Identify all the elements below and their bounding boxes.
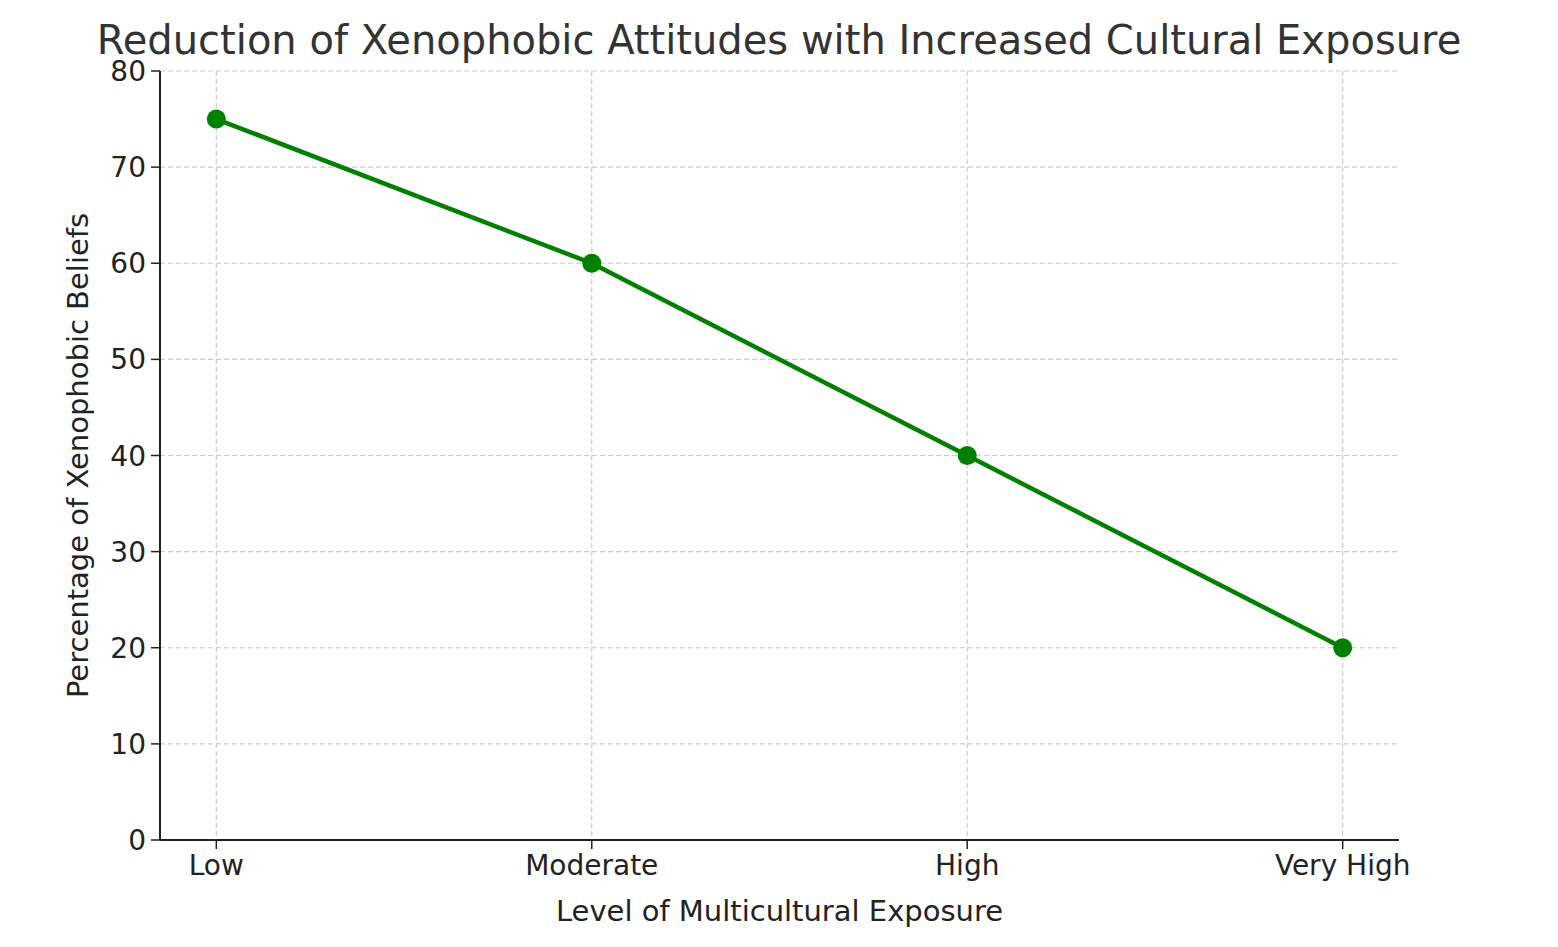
- y-tick-label: 40: [110, 440, 146, 473]
- x-grid-line: [591, 71, 592, 840]
- x-axis-label: Level of Multicultural Exposure: [556, 894, 1003, 928]
- y-grid-line: [160, 743, 1399, 744]
- y-tick: [151, 263, 160, 265]
- y-grid-line: [160, 839, 1399, 840]
- x-tick: [1342, 840, 1344, 849]
- y-tick-label: 60: [110, 247, 146, 280]
- x-tick: [216, 840, 218, 849]
- y-tick-label: 30: [110, 536, 146, 569]
- y-tick-label: 70: [110, 151, 146, 184]
- data-point: [1333, 638, 1352, 657]
- data-point: [958, 446, 977, 465]
- y-tick: [151, 839, 160, 841]
- title: Reduction of Xenophobic Attitudes with I…: [97, 17, 1462, 63]
- y-tick: [151, 70, 160, 72]
- x-grid-line: [1342, 71, 1343, 840]
- y-grid-line: [160, 647, 1399, 648]
- y-tick: [151, 166, 160, 168]
- y-grid-line: [160, 70, 1399, 71]
- data-group: [207, 110, 1352, 658]
- x-tick-label: Low: [189, 849, 244, 882]
- y-grid-line: [160, 263, 1399, 264]
- x-tick-label: Very High: [1275, 849, 1411, 882]
- x-tick-label: High: [935, 849, 999, 882]
- y-tick: [151, 743, 160, 745]
- y-axis-line: [159, 71, 161, 840]
- data-point: [582, 254, 601, 273]
- x-tick: [591, 840, 593, 849]
- y-tick-label: 0: [128, 824, 146, 857]
- y-grid-line: [160, 551, 1399, 552]
- y-tick: [151, 551, 160, 553]
- x-axis-line: [160, 839, 1399, 841]
- y-axis-label: Percentage of Xenophobic Beliefs: [61, 213, 95, 698]
- data-line: [216, 119, 1342, 648]
- y-tick: [151, 647, 160, 649]
- y-tick-label: 10: [110, 728, 146, 761]
- chart: 01020304050607080LowModerateHighVery Hig…: [0, 0, 1558, 947]
- data-point: [207, 110, 226, 129]
- y-tick-label: 50: [110, 343, 146, 376]
- y-grid-line: [160, 455, 1399, 456]
- x-tick-label: Moderate: [525, 849, 658, 882]
- y-tick: [151, 359, 160, 361]
- x-tick: [966, 840, 968, 849]
- x-grid-line: [216, 71, 217, 840]
- y-tick-label: 20: [110, 632, 146, 665]
- y-tick: [151, 455, 160, 457]
